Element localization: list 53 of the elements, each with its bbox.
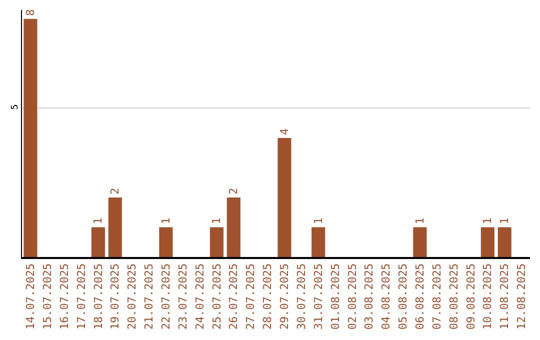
data-label: 1 xyxy=(92,218,105,224)
x-tick-label: 16.07.2025 xyxy=(58,263,71,330)
x-tick-label: 12.08.2025 xyxy=(515,263,528,330)
x-tick-label: 31.07.2025 xyxy=(312,263,325,330)
bar xyxy=(91,227,105,257)
x-tick-label: 06.08.2025 xyxy=(414,263,427,330)
data-label: 1 xyxy=(481,218,494,224)
x-tick-label: 28.07.2025 xyxy=(261,263,274,330)
x-tick-label: 03.08.2025 xyxy=(362,263,376,330)
x-tick-label: 24.07.2025 xyxy=(193,263,206,330)
x-tick-label: 29.07.2025 xyxy=(278,263,292,330)
data-label: 1 xyxy=(210,218,224,224)
x-tick-label: 15.07.2025 xyxy=(40,263,54,330)
data-label: 1 xyxy=(159,218,172,224)
x-tick-label: 01.08.2025 xyxy=(328,263,342,330)
bar xyxy=(312,227,326,257)
x-tick-label: 02.08.2025 xyxy=(346,263,359,330)
bar xyxy=(108,197,122,257)
x-tick-label: 10.08.2025 xyxy=(481,263,494,330)
data-label: 1 xyxy=(312,218,325,224)
data-label: 2 xyxy=(227,188,240,194)
x-tick-label: 04.08.2025 xyxy=(380,263,393,330)
bar xyxy=(210,227,224,257)
x-tick-label: 07.08.2025 xyxy=(430,263,444,330)
x-tick-label: 18.07.2025 xyxy=(92,263,105,330)
x-tick-label: 14.07.2025 xyxy=(24,263,38,330)
x-tick-label: 25.07.2025 xyxy=(210,263,224,330)
data-label: 1 xyxy=(413,218,426,224)
data-label: 2 xyxy=(108,188,122,194)
bar xyxy=(226,197,240,257)
bar xyxy=(413,227,427,257)
bar xyxy=(498,227,512,257)
x-tick-label: 19.07.2025 xyxy=(108,263,122,330)
bar xyxy=(278,138,292,257)
bar xyxy=(24,18,38,257)
x-tick-label: 17.07.2025 xyxy=(74,263,88,330)
data-label: 4 xyxy=(278,128,291,135)
x-tick-label: 05.08.2025 xyxy=(396,263,410,330)
x-tick-label: 09.08.2025 xyxy=(464,263,478,330)
x-tick-label: 20.07.2025 xyxy=(126,263,139,330)
y-tick-label: 5 xyxy=(10,104,20,110)
x-tick-label: 23.07.2025 xyxy=(176,263,190,330)
x-tick-label: 08.08.2025 xyxy=(447,263,460,330)
x-tick-label: 22.07.2025 xyxy=(160,263,173,330)
data-label: 8 xyxy=(24,9,37,16)
x-tick-label: 26.07.2025 xyxy=(227,263,240,330)
x-tick-label: 27.07.2025 xyxy=(244,263,258,330)
bar xyxy=(159,227,173,257)
x-tick-label: 21.07.2025 xyxy=(142,263,156,330)
x-tick-label: 11.08.2025 xyxy=(498,263,512,330)
data-label: 1 xyxy=(498,218,512,224)
x-tick-label: 30.07.2025 xyxy=(294,263,308,330)
bar xyxy=(480,227,494,257)
